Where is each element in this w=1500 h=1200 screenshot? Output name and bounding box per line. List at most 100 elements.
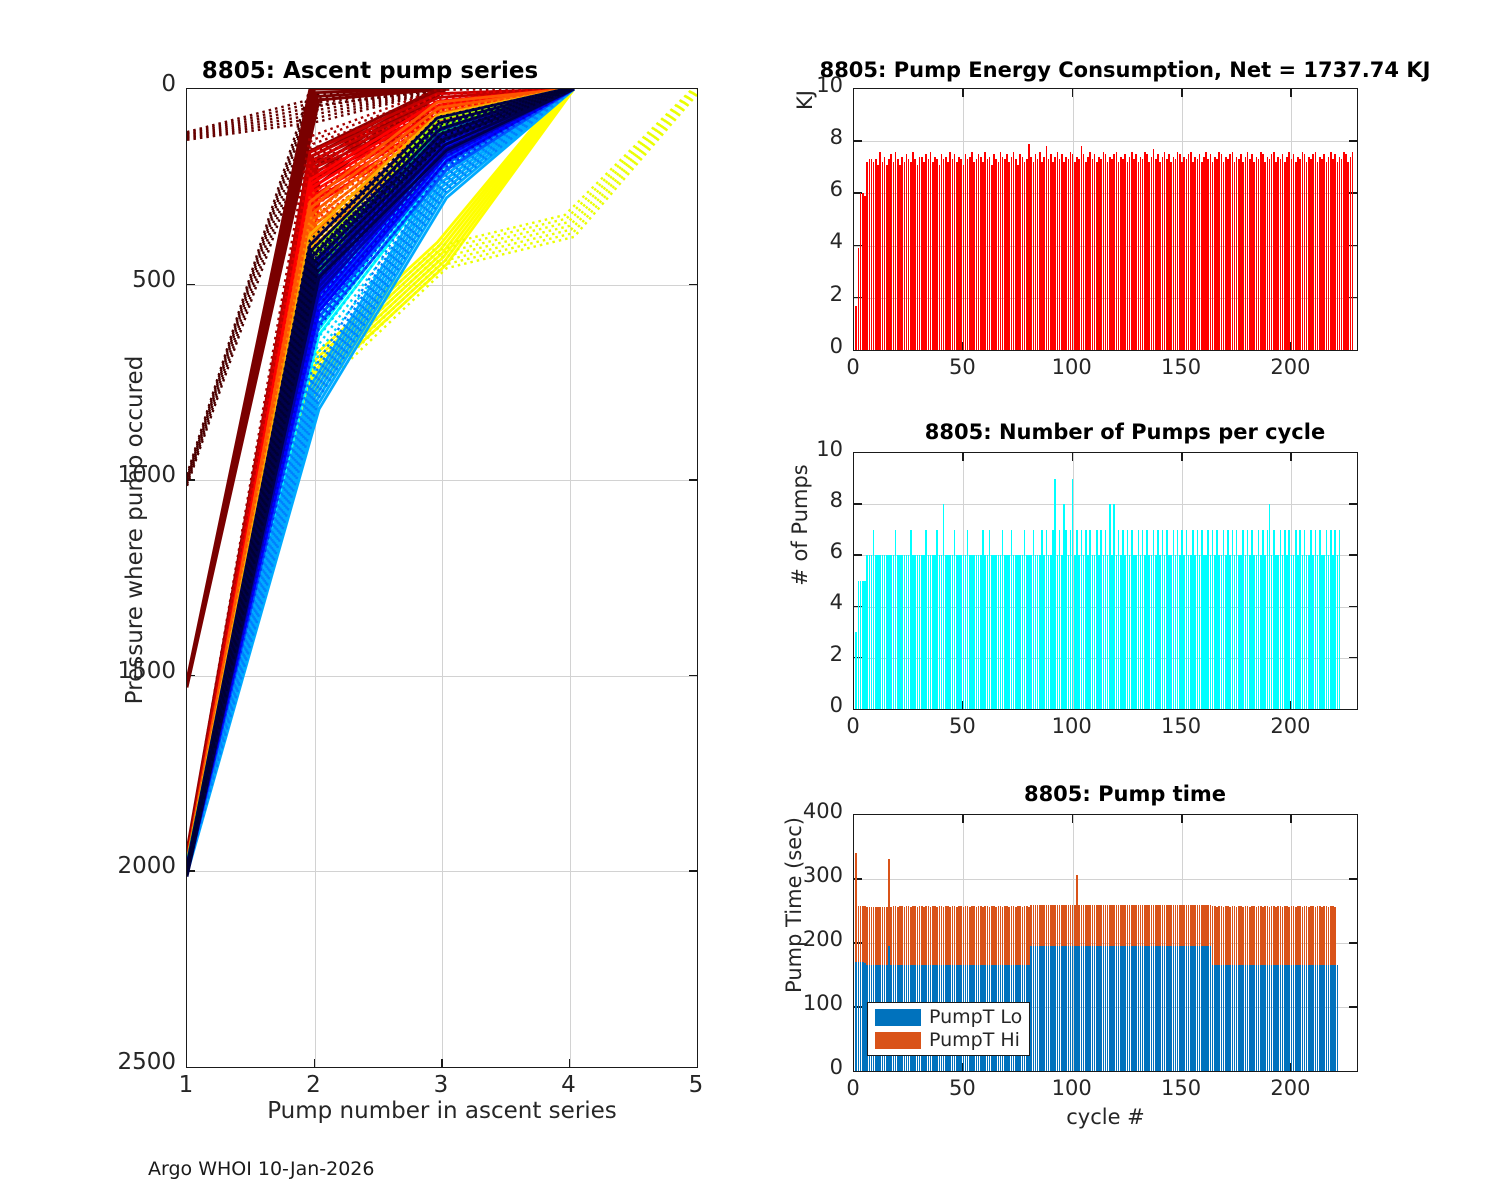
pumpt-hi-bar	[953, 905, 956, 965]
energy-bar	[923, 162, 925, 350]
energy-bar	[1111, 159, 1113, 350]
pumpt-hi-bar	[1279, 905, 1282, 965]
pumpt-hi-bar	[1229, 907, 1231, 965]
energy-bar	[1091, 159, 1094, 350]
pump-energy-panel: 8805: Pump Energy Consumption, Net = 173…	[740, 0, 1500, 400]
pumpt-hi-bar	[1008, 907, 1011, 965]
pumpt-lo-bar	[1220, 964, 1223, 1071]
energy-bar	[1214, 156, 1216, 350]
pumpt-lo-bar	[1310, 964, 1312, 1071]
y-tick-label: 1000	[117, 462, 176, 489]
pumpt-hi-bar	[960, 905, 962, 965]
energy-bar	[1224, 156, 1227, 350]
pumpt-hi-bar	[1303, 905, 1306, 965]
npumps-axes	[853, 452, 1358, 710]
npumps-bar	[864, 581, 866, 709]
pumpt-hi-bar	[1080, 904, 1083, 946]
pumpt-hi-bar	[870, 907, 873, 965]
energy-bar	[958, 156, 960, 350]
npumps-bar	[986, 555, 989, 709]
ascent-series-line	[187, 89, 574, 874]
pumpt-lo-bar	[1056, 945, 1059, 1071]
figure-footer: Argo WHOI 10-Jan-2026	[148, 1158, 375, 1180]
npumps-bar	[1196, 529, 1199, 709]
ascent-series-line	[187, 89, 567, 869]
pumpt-hi-bar	[859, 905, 862, 963]
pumpt-hi-bar	[907, 905, 910, 965]
x-tickmark	[441, 1059, 443, 1067]
ascent-series-line	[187, 89, 575, 875]
npumps-bar	[1067, 555, 1070, 709]
npumps-bar	[960, 555, 962, 709]
y-tick-label: 2	[829, 281, 843, 306]
npumps-bar	[1139, 555, 1142, 709]
pumpt-lo-bar	[1270, 964, 1273, 1071]
energy-bar	[888, 159, 890, 350]
pumpt-hi-bar	[1299, 905, 1301, 965]
npumps-bar	[929, 555, 932, 709]
energy-bar	[1120, 156, 1122, 350]
pumpt-hi-bar	[1015, 907, 1017, 965]
pumpt-hi-bar	[1218, 905, 1220, 965]
energy-bar	[971, 151, 973, 350]
npumps-bar	[990, 555, 993, 709]
pumptime-x-axis-label: cycle #	[1066, 1105, 1145, 1129]
energy-bar	[929, 151, 932, 350]
y-tickmark	[854, 140, 862, 142]
pumpt-hi-bar	[1017, 905, 1019, 965]
npumps-bar	[1262, 529, 1264, 709]
npumps-bar	[940, 555, 943, 709]
pumpt-hi-bar	[1074, 904, 1076, 946]
energy-bar	[1006, 154, 1008, 350]
x-tick-label: 100	[1051, 1076, 1092, 1100]
pumpt-lo-bar	[1102, 945, 1105, 1071]
energy-bar	[1148, 162, 1150, 350]
npumps-bar	[1021, 555, 1024, 709]
y-tickmark	[1349, 605, 1357, 608]
energy-bar	[1227, 159, 1229, 350]
pumpt-hi-bar	[1266, 905, 1269, 965]
npumps-bar	[1266, 529, 1269, 709]
pumpt-hi-bar	[1211, 905, 1214, 965]
pumpt-hi-bar	[938, 905, 941, 965]
x-tick-label: 200	[1270, 1076, 1311, 1100]
energy-bar	[1165, 159, 1168, 350]
pumpt-lo-bar	[1109, 945, 1111, 1071]
ascent-series-line	[187, 89, 575, 875]
pumpt-hi-bar	[896, 907, 899, 965]
pumpt-hi-bar	[1023, 905, 1026, 965]
pumpt-hi-bar	[1209, 904, 1212, 946]
npumps-bar	[1113, 504, 1116, 709]
pumpt-lo-bar	[1264, 964, 1266, 1071]
npumps-bar	[1299, 529, 1301, 709]
x-tick-label: 50	[948, 355, 976, 379]
npumps-bar	[1045, 529, 1048, 709]
energy-bar	[1192, 162, 1194, 350]
pumpt-lo-bar	[1211, 964, 1214, 1071]
energy-bar	[1316, 162, 1319, 350]
npumps-bar	[962, 555, 965, 709]
pumpt-lo-bar	[1205, 945, 1207, 1071]
x-tick-label: 150	[1160, 714, 1202, 738]
y-tickmark	[854, 192, 862, 194]
npumps-bar	[1117, 529, 1120, 709]
pumpt-hi-bar	[1275, 907, 1277, 965]
energy-bar	[1041, 162, 1043, 350]
npumps-bar	[1006, 555, 1008, 709]
pumptime-legend: PumpT Lo PumpT Hi	[867, 1002, 1031, 1056]
npumps-bar	[872, 529, 875, 709]
pumpt-lo-bar	[1183, 945, 1185, 1071]
npumps-bar	[923, 555, 925, 709]
pumpt-lo-bar	[1312, 964, 1315, 1071]
pumpt-lo-bar	[1242, 964, 1245, 1071]
energy-bar	[855, 305, 857, 350]
npumps-bar	[1004, 555, 1006, 709]
pumpt-hi-bar	[910, 907, 912, 965]
y-tickmark	[1349, 503, 1357, 505]
npumps-bar	[988, 529, 991, 709]
pumpt-lo-bar	[1159, 945, 1161, 1071]
energy-bar	[1275, 162, 1277, 350]
x-tickmark	[962, 89, 964, 97]
y-tick-label: 0	[161, 71, 176, 97]
y-tickmark	[689, 283, 697, 286]
